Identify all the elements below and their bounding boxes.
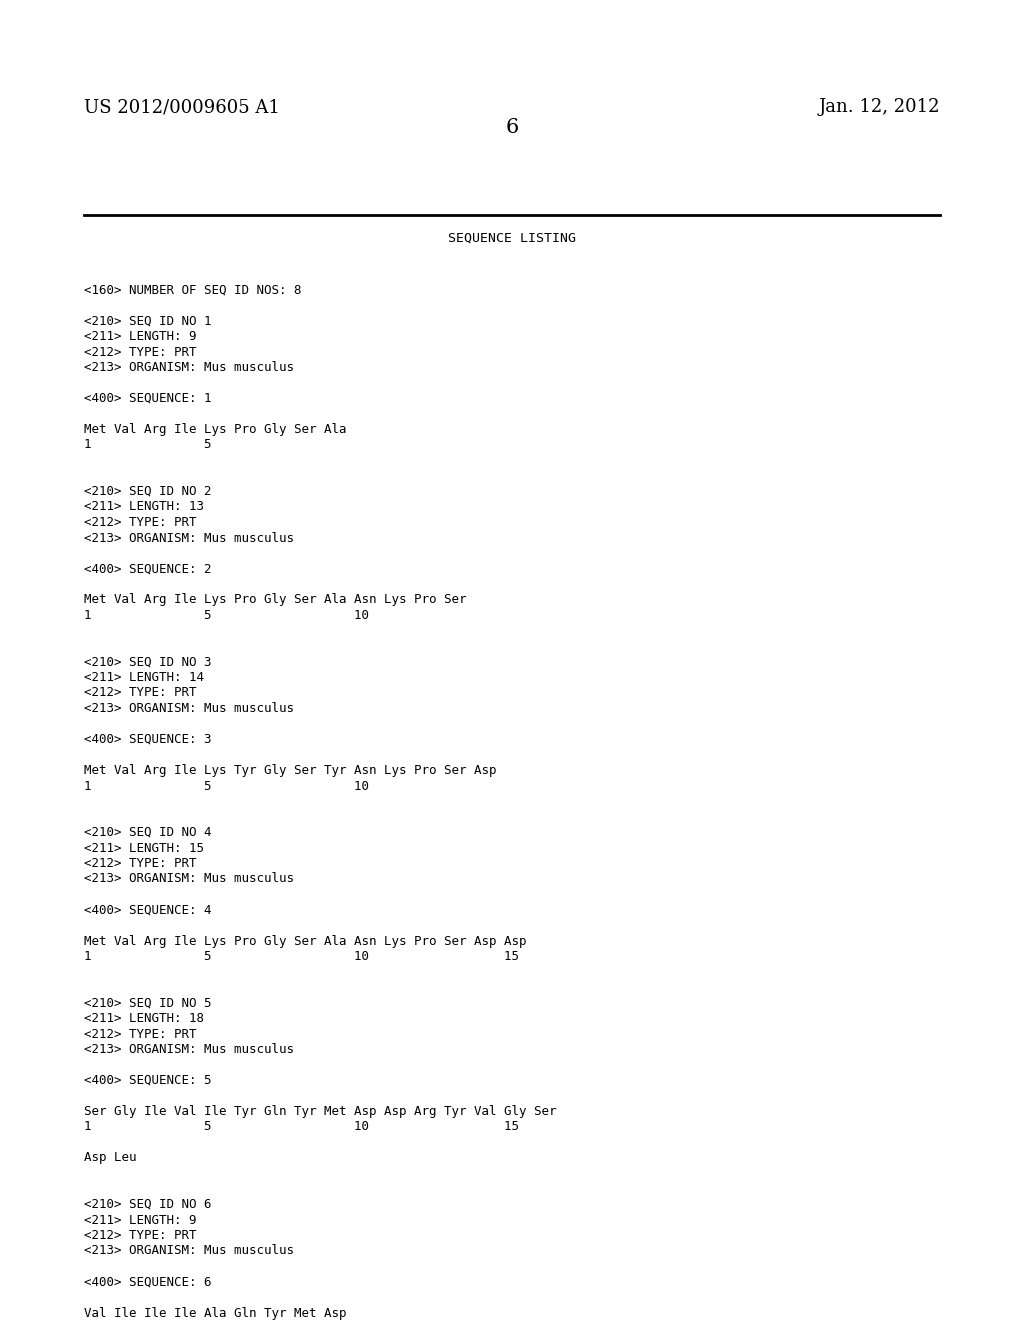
Text: Met Val Arg Ile Lys Pro Gly Ser Ala Asn Lys Pro Ser Asp Asp: Met Val Arg Ile Lys Pro Gly Ser Ala Asn …: [84, 935, 526, 948]
Text: <213> ORGANISM: Mus musculus: <213> ORGANISM: Mus musculus: [84, 873, 294, 886]
Text: Asp Leu: Asp Leu: [84, 1151, 136, 1164]
Text: 1               5                   10: 1 5 10: [84, 780, 369, 792]
Text: <160> NUMBER OF SEQ ID NOS: 8: <160> NUMBER OF SEQ ID NOS: 8: [84, 284, 301, 297]
Text: <213> ORGANISM: Mus musculus: <213> ORGANISM: Mus musculus: [84, 1245, 294, 1258]
Text: <400> SEQUENCE: 2: <400> SEQUENCE: 2: [84, 562, 212, 576]
Text: <400> SEQUENCE: 1: <400> SEQUENCE: 1: [84, 392, 212, 405]
Text: <400> SEQUENCE: 5: <400> SEQUENCE: 5: [84, 1074, 212, 1086]
Text: 1               5: 1 5: [84, 438, 212, 451]
Text: Met Val Arg Ile Lys Pro Gly Ser Ala Asn Lys Pro Ser: Met Val Arg Ile Lys Pro Gly Ser Ala Asn …: [84, 594, 467, 606]
Text: <210> SEQ ID NO 2: <210> SEQ ID NO 2: [84, 484, 212, 498]
Text: <211> LENGTH: 14: <211> LENGTH: 14: [84, 671, 204, 684]
Text: 1               5                   10                  15: 1 5 10 15: [84, 1121, 519, 1134]
Text: Ser Gly Ile Val Ile Tyr Gln Tyr Met Asp Asp Arg Tyr Val Gly Ser: Ser Gly Ile Val Ile Tyr Gln Tyr Met Asp …: [84, 1105, 556, 1118]
Text: 1               5                   10: 1 5 10: [84, 609, 369, 622]
Text: 1               5                   10                  15: 1 5 10 15: [84, 950, 519, 964]
Text: <400> SEQUENCE: 3: <400> SEQUENCE: 3: [84, 733, 212, 746]
Text: <213> ORGANISM: Mus musculus: <213> ORGANISM: Mus musculus: [84, 1043, 294, 1056]
Text: <211> LENGTH: 15: <211> LENGTH: 15: [84, 842, 204, 854]
Text: <211> LENGTH: 9: <211> LENGTH: 9: [84, 1213, 197, 1226]
Text: SEQUENCE LISTING: SEQUENCE LISTING: [449, 232, 575, 246]
Text: Jan. 12, 2012: Jan. 12, 2012: [818, 98, 940, 116]
Text: 6: 6: [506, 117, 518, 137]
Text: <212> TYPE: PRT: <212> TYPE: PRT: [84, 857, 197, 870]
Text: <211> LENGTH: 18: <211> LENGTH: 18: [84, 1012, 204, 1026]
Text: <210> SEQ ID NO 5: <210> SEQ ID NO 5: [84, 997, 212, 1010]
Text: <210> SEQ ID NO 4: <210> SEQ ID NO 4: [84, 826, 212, 840]
Text: Met Val Arg Ile Lys Tyr Gly Ser Tyr Asn Lys Pro Ser Asp: Met Val Arg Ile Lys Tyr Gly Ser Tyr Asn …: [84, 764, 497, 777]
Text: <211> LENGTH: 9: <211> LENGTH: 9: [84, 330, 197, 343]
Text: <212> TYPE: PRT: <212> TYPE: PRT: [84, 1027, 197, 1040]
Text: Met Val Arg Ile Lys Pro Gly Ser Ala: Met Val Arg Ile Lys Pro Gly Ser Ala: [84, 422, 346, 436]
Text: <212> TYPE: PRT: <212> TYPE: PRT: [84, 516, 197, 529]
Text: <212> TYPE: PRT: <212> TYPE: PRT: [84, 346, 197, 359]
Text: <212> TYPE: PRT: <212> TYPE: PRT: [84, 686, 197, 700]
Text: US 2012/0009605 A1: US 2012/0009605 A1: [84, 98, 280, 116]
Text: <213> ORGANISM: Mus musculus: <213> ORGANISM: Mus musculus: [84, 532, 294, 544]
Text: <213> ORGANISM: Mus musculus: <213> ORGANISM: Mus musculus: [84, 702, 294, 715]
Text: <211> LENGTH: 13: <211> LENGTH: 13: [84, 500, 204, 513]
Text: <400> SEQUENCE: 4: <400> SEQUENCE: 4: [84, 903, 212, 916]
Text: <210> SEQ ID NO 3: <210> SEQ ID NO 3: [84, 656, 212, 668]
Text: <212> TYPE: PRT: <212> TYPE: PRT: [84, 1229, 197, 1242]
Text: <213> ORGANISM: Mus musculus: <213> ORGANISM: Mus musculus: [84, 360, 294, 374]
Text: Val Ile Ile Ile Ala Gln Tyr Met Asp: Val Ile Ile Ile Ala Gln Tyr Met Asp: [84, 1307, 346, 1320]
Text: <210> SEQ ID NO 6: <210> SEQ ID NO 6: [84, 1199, 212, 1210]
Text: <210> SEQ ID NO 1: <210> SEQ ID NO 1: [84, 314, 212, 327]
Text: <400> SEQUENCE: 6: <400> SEQUENCE: 6: [84, 1275, 212, 1288]
